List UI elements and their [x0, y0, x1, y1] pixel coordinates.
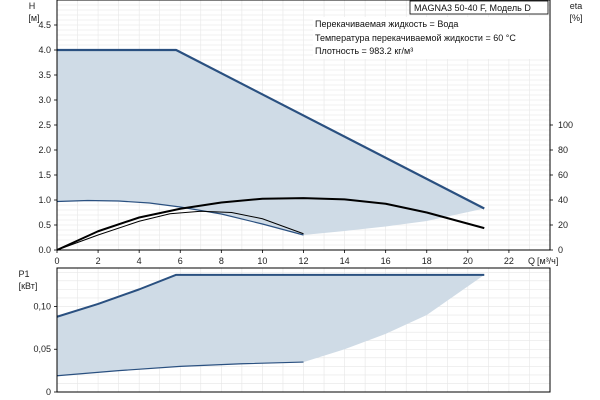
y2-axis-unit-eta: [%] [569, 13, 582, 23]
chart-title: MAGNA3 50-40 F, Модель D [414, 3, 531, 13]
annotation-liquid: Перекачиваемая жидкость = Вода [315, 19, 458, 29]
x-tick-label: 18 [422, 256, 432, 266]
min-head-curve [56, 199, 304, 236]
annotation-temperature: Температура перекачиваемой жидкости = 60… [315, 33, 516, 43]
operating-area-fill [57, 50, 485, 235]
y2-tick-label: 20 [558, 220, 568, 230]
y-tick-label: 2.5 [38, 120, 51, 130]
head-eta-panel: 0.0 0.5 1.0 1.5 2.0 2.5 3.0 3.5 4.0 4.5 0 2 4 6 8 10 12 1… [28, 0, 583, 266]
y2-tick-label: 100 [558, 120, 573, 130]
y2-tick-label: 0 [558, 245, 563, 255]
y-tick-label: 0,05 [33, 344, 51, 354]
y-tick-label: 1.5 [38, 170, 51, 180]
y-tick-label: 0.5 [38, 220, 51, 230]
y-tick-label: 3.5 [38, 70, 51, 80]
y-axis-unit-h: [м] [28, 13, 39, 23]
chart-title-box [409, 0, 549, 15]
annotation-backdrop [313, 17, 549, 59]
y-tick-label: 0 [46, 387, 51, 397]
y-tick-label: 4.0 [38, 45, 51, 55]
y2-axis-label-eta: eta [570, 1, 583, 11]
y-axis-label-h: H [29, 1, 36, 11]
x-tick-label: 4 [137, 256, 142, 266]
eta-max-curve [56, 197, 485, 251]
x-tick-label: 20 [463, 256, 473, 266]
x-tick-label: 14 [340, 256, 350, 266]
power-panel: 0 0,05 0,10 P1 [кВт] [18, 267, 551, 397]
x-tick-label: 0 [54, 256, 59, 266]
y-tick-label: 1.0 [38, 195, 51, 205]
x-tick-label: 22 [504, 256, 514, 266]
y-tick-label: 4.5 [38, 20, 51, 30]
power-area-fill [57, 274, 485, 376]
power-range-area [57, 274, 485, 376]
annotation-density: Плотность = 983.2 кг/м³ [315, 46, 413, 56]
power-plot-frame [56, 267, 551, 393]
x-tick-label: 12 [298, 256, 308, 266]
y2-tick-label: 60 [558, 170, 568, 180]
y2-tick-label: 40 [558, 195, 568, 205]
x-tick-label: 16 [381, 256, 391, 266]
operating-range-area [57, 50, 485, 235]
x-tick-label: 6 [178, 256, 183, 266]
eta-min-curve [56, 210, 304, 251]
y-axis-unit-p1: [кВт] [19, 281, 38, 291]
max-power-curve [56, 273, 485, 318]
x-axis-unit-q: [м³/ч] [537, 256, 558, 266]
y-tick-label: 2.0 [38, 145, 51, 155]
y-tick-label: 0,10 [33, 301, 51, 311]
max-head-curve [57, 48, 485, 210]
y-tick-label: 3.0 [38, 95, 51, 105]
y2-tick-label: 80 [558, 145, 568, 155]
x-tick-label: 2 [96, 256, 101, 266]
y-axis-label-p1: P1 [18, 269, 29, 279]
x-tick-label: 10 [257, 256, 267, 266]
x-tick-label: 8 [219, 256, 224, 266]
y-tick-label: 0.0 [38, 245, 51, 255]
min-power-curve [56, 361, 304, 377]
x-axis-label-q: Q [528, 256, 535, 266]
